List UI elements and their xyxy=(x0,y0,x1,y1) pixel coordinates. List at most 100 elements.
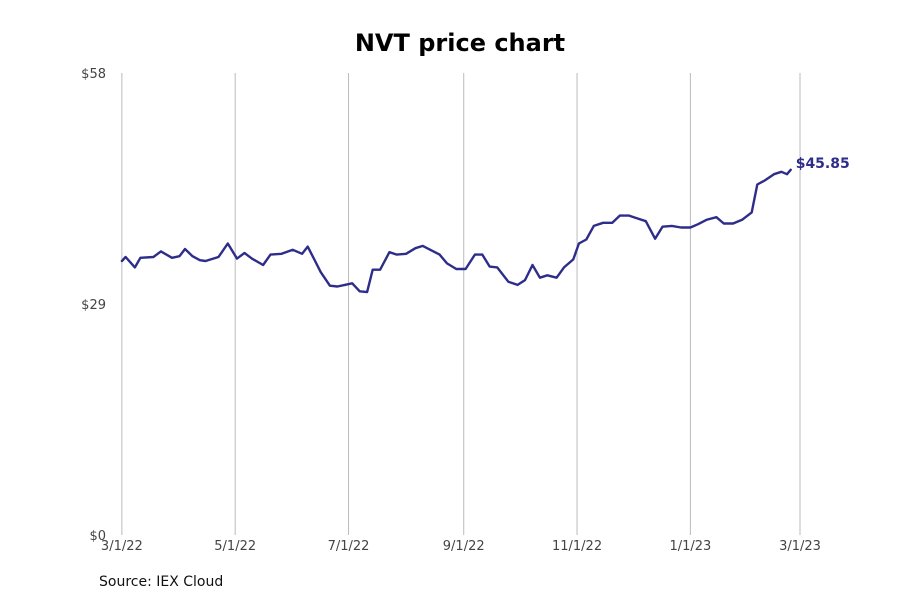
price-point xyxy=(680,226,682,229)
price-point xyxy=(572,258,575,261)
price-point xyxy=(474,253,476,256)
y-tick-label: $29 xyxy=(81,298,106,313)
price-point xyxy=(446,262,448,265)
price-point xyxy=(789,168,792,171)
price-point xyxy=(732,222,734,225)
price-point xyxy=(358,290,361,293)
last-price-label: $45.85 xyxy=(796,156,850,172)
price-point xyxy=(421,245,424,247)
price-point xyxy=(306,245,309,248)
price-series: $45.85 xyxy=(120,156,850,294)
price-point xyxy=(563,266,565,269)
price-point xyxy=(496,266,499,269)
price-point xyxy=(429,248,432,251)
price-point xyxy=(670,225,673,227)
price-point xyxy=(539,276,541,279)
price-point xyxy=(319,271,322,273)
price-point xyxy=(395,253,398,256)
price-point xyxy=(301,252,303,255)
price-point xyxy=(343,284,346,286)
price-point xyxy=(763,179,766,182)
price-point xyxy=(628,214,630,217)
price-point xyxy=(199,259,201,262)
price-point xyxy=(464,268,467,270)
price-point xyxy=(366,291,368,293)
price-point xyxy=(696,223,699,226)
price-point xyxy=(654,237,656,240)
price-point xyxy=(329,284,331,287)
price-point xyxy=(756,183,759,186)
price-point xyxy=(251,257,253,260)
price-point xyxy=(314,260,316,262)
price-point xyxy=(184,248,186,250)
vertical-gridlines xyxy=(121,73,801,535)
x-tick-label: 3/1/23 xyxy=(779,539,821,554)
price-point xyxy=(546,274,549,277)
price-point xyxy=(139,256,142,259)
price-point xyxy=(722,222,725,225)
x-tick-label: 3/1/22 xyxy=(101,539,143,554)
y-axis: $0 $29 $58 xyxy=(81,67,106,544)
price-point xyxy=(121,260,123,262)
price-point xyxy=(160,250,162,253)
price-point xyxy=(524,279,526,281)
price-point xyxy=(405,252,407,255)
price-point xyxy=(217,256,220,258)
price-point xyxy=(507,280,510,283)
price-point xyxy=(488,265,491,268)
price-point xyxy=(585,238,588,241)
price-point xyxy=(786,173,788,176)
price-point xyxy=(750,211,753,214)
source-note: Source: IEX Cloud xyxy=(99,574,224,590)
price-point xyxy=(371,268,374,271)
price-point xyxy=(152,256,155,258)
price-point xyxy=(204,260,207,262)
x-axis: 3/1/22 5/1/22 7/1/22 9/1/22 11/1/22 1/1/23 3/1… xyxy=(101,539,821,554)
price-point xyxy=(351,282,354,285)
price-point xyxy=(602,221,604,224)
price-point xyxy=(531,264,534,266)
price-point xyxy=(336,285,339,288)
price-point xyxy=(379,268,381,271)
price-point xyxy=(455,268,458,270)
y-tick-label: $0 xyxy=(89,529,106,544)
price-point xyxy=(780,170,783,173)
x-tick-label: 11/1/22 xyxy=(552,539,602,554)
chart-title: NVT price chart xyxy=(355,29,565,57)
price-point xyxy=(438,253,441,256)
price-point xyxy=(592,225,595,227)
price-point xyxy=(481,253,484,256)
x-tick-label: 5/1/22 xyxy=(214,539,256,554)
price-point xyxy=(388,251,391,254)
price-point xyxy=(618,214,621,217)
price-point xyxy=(226,242,229,245)
price-point xyxy=(191,255,194,258)
price-point xyxy=(661,225,664,228)
price-point xyxy=(741,218,744,221)
price-point xyxy=(291,248,294,251)
price-point xyxy=(171,256,173,259)
price-point xyxy=(134,266,136,269)
price-point xyxy=(280,252,283,255)
price-point xyxy=(644,220,647,223)
price-point xyxy=(516,284,519,286)
price-point xyxy=(578,242,580,245)
price-point xyxy=(689,226,692,229)
price-point xyxy=(178,255,181,258)
price-point xyxy=(269,253,272,256)
x-tick-label: 1/1/23 xyxy=(669,539,711,554)
price-point xyxy=(555,276,558,279)
price-point xyxy=(706,218,708,221)
price-point xyxy=(243,252,246,254)
x-tick-label: 9/1/22 xyxy=(443,539,485,554)
price-point xyxy=(236,257,238,260)
price-point xyxy=(124,256,127,258)
price-point xyxy=(414,247,417,250)
price-point xyxy=(611,221,614,224)
price-point xyxy=(773,173,775,176)
price-point xyxy=(715,216,718,219)
y-tick-label: $58 xyxy=(81,67,106,82)
price-point xyxy=(637,217,640,220)
x-tick-label: 7/1/22 xyxy=(328,539,370,554)
